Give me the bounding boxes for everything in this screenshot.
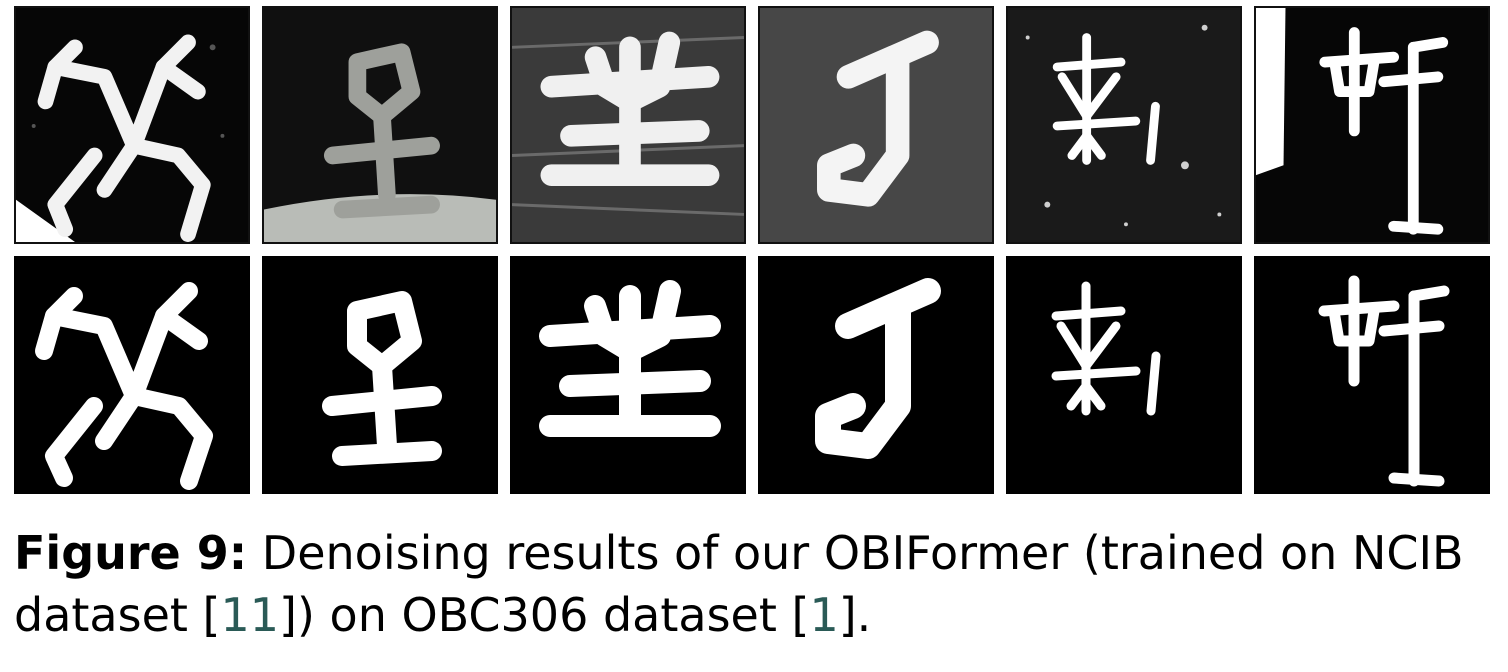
caption-line-2: dataset [11]) on OBC306 dataset [1]. xyxy=(14,584,1498,646)
caption-text-2a: dataset [ xyxy=(14,588,221,642)
denoised-output-row xyxy=(14,256,1498,494)
caption-line-1: Figure 9: Denoising results of our OBIFo… xyxy=(14,522,1498,584)
denoised-glyph-1 xyxy=(14,256,250,494)
reference-link-11[interactable]: 11 xyxy=(220,588,280,642)
caption-text-2b: ]) on OBC306 dataset [ xyxy=(279,588,810,642)
denoised-glyph-5 xyxy=(1006,256,1242,494)
noisy-glyph-3 xyxy=(510,6,746,244)
denoised-glyph-3 xyxy=(510,256,746,494)
caption-label: Figure 9: xyxy=(14,526,248,580)
noisy-input-row xyxy=(14,6,1498,244)
denoised-glyph-2 xyxy=(262,256,498,494)
noisy-glyph-2 xyxy=(262,6,498,244)
noisy-glyph-6 xyxy=(1254,6,1490,244)
reference-link-1[interactable]: 1 xyxy=(809,588,839,642)
denoised-glyph-4 xyxy=(758,256,994,494)
caption-text-2c: ]. xyxy=(838,588,872,642)
figure-caption: Figure 9: Denoising results of our OBIFo… xyxy=(14,522,1498,646)
noisy-glyph-4 xyxy=(758,6,994,244)
denoising-results-grid xyxy=(14,6,1498,494)
noisy-glyph-1 xyxy=(14,6,250,244)
noisy-glyph-5 xyxy=(1006,6,1242,244)
caption-text-1: Denoising results of our OBIFormer (trai… xyxy=(261,526,1464,580)
denoised-glyph-6 xyxy=(1254,256,1490,494)
